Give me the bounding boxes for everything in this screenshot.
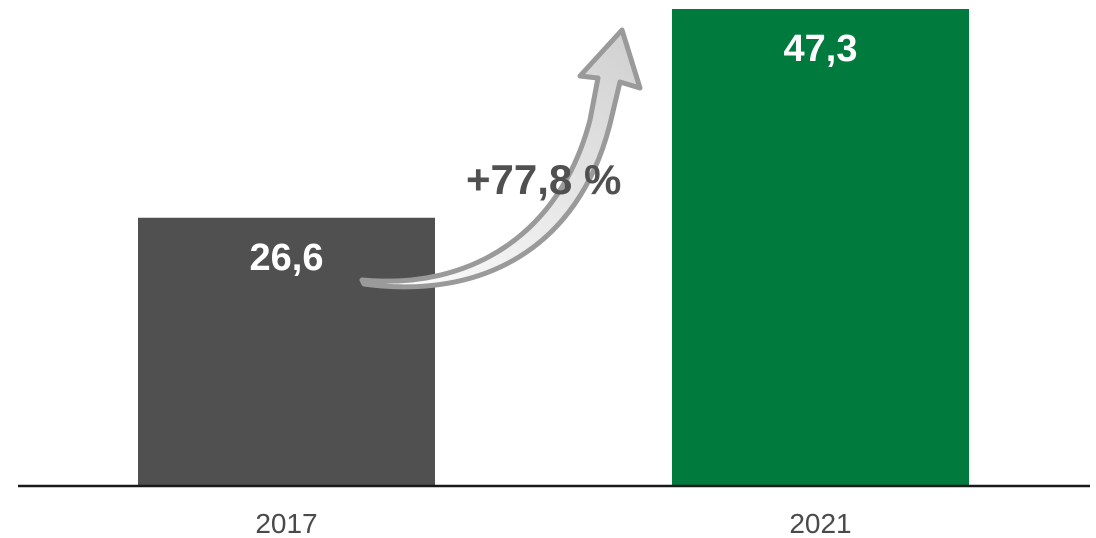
bars-group — [138, 9, 969, 486]
bar-2021 — [672, 9, 969, 486]
bar-2017 — [138, 217, 435, 486]
x-tick-label-2017: 2017 — [255, 508, 317, 538]
labels-group: 26,6 2017 47,3 2021 — [250, 28, 858, 538]
growth-arrow-icon — [359, 27, 643, 290]
growth-annotation: +77,8 % — [466, 156, 621, 203]
data-label-2017: 26,6 — [250, 237, 324, 279]
x-tick-label-2021: 2021 — [789, 508, 851, 538]
data-label-2021: 47,3 — [784, 28, 858, 70]
